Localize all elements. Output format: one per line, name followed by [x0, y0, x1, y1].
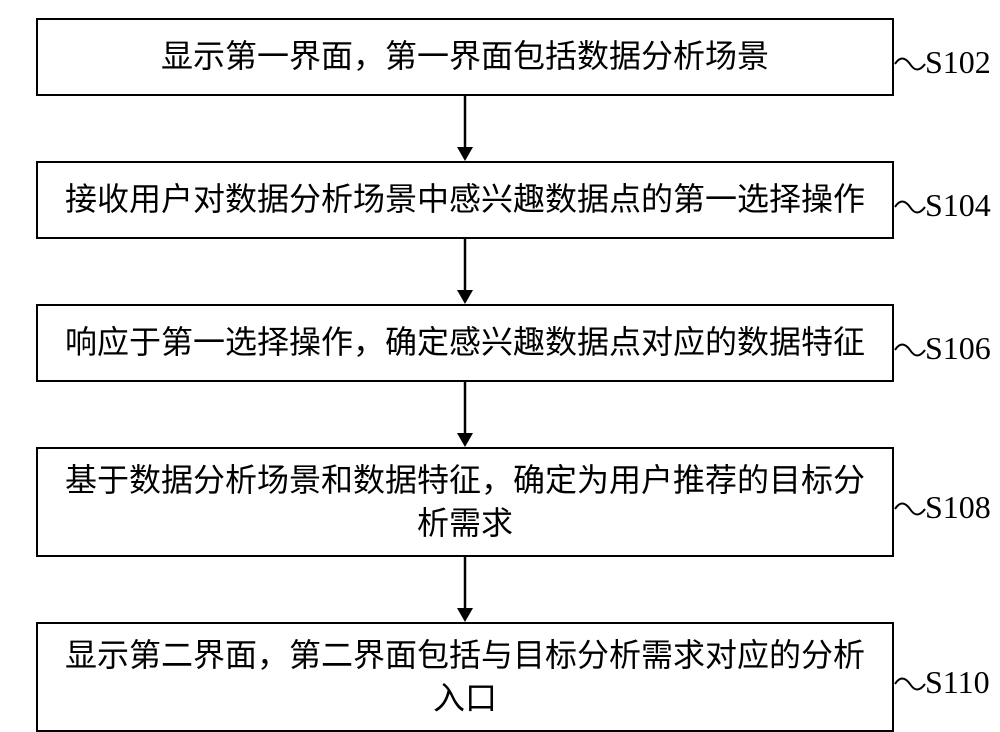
- tilde-s102: [895, 59, 925, 70]
- step-box-s104: 接收用户对数据分析场景中感兴趣数据点的第一选择操作: [36, 161, 894, 239]
- step-text: 接收用户对数据分析场景中感兴趣数据点的第一选择操作: [65, 178, 865, 221]
- step-box-s106: 响应于第一选择操作，确定感兴趣数据点对应的数据特征: [36, 304, 894, 382]
- step-label-text: S110: [925, 664, 990, 700]
- step-text: 响应于第一选择操作，确定感兴趣数据点对应的数据特征: [65, 321, 865, 364]
- edge-s104-s106: [457, 239, 473, 304]
- step-label-text: S106: [925, 330, 991, 366]
- step-label-s106: S106: [925, 330, 991, 367]
- step-label-s110: S110: [925, 664, 990, 701]
- flowchart-canvas: 显示第一界面，第一界面包括数据分析场景 接收用户对数据分析场景中感兴趣数据点的第…: [0, 0, 1000, 719]
- step-label-s104: S104: [925, 187, 991, 224]
- step-label-text: S102: [925, 44, 991, 80]
- edge-s106-s108: [457, 382, 473, 447]
- step-text: 基于数据分析场景和数据特征，确定为用户推荐的目标分析需求: [50, 459, 880, 545]
- step-label-text: S108: [925, 489, 991, 525]
- step-label-s108: S108: [925, 489, 991, 526]
- step-box-s108: 基于数据分析场景和数据特征，确定为用户推荐的目标分析需求: [36, 447, 894, 557]
- step-box-s102: 显示第一界面，第一界面包括数据分析场景: [36, 18, 894, 96]
- edge-s108-s110: [457, 557, 473, 622]
- tilde-s110: [895, 679, 925, 690]
- step-text: 显示第一界面，第一界面包括数据分析场景: [161, 35, 769, 78]
- step-label-s102: S102: [925, 44, 991, 81]
- tilde-s108: [895, 504, 925, 515]
- step-text: 显示第二界面，第二界面包括与目标分析需求对应的分析入口: [50, 634, 880, 720]
- step-label-text: S104: [925, 187, 991, 223]
- tilde-s106: [895, 345, 925, 356]
- edge-s102-s104: [457, 96, 473, 161]
- step-box-s110: 显示第二界面，第二界面包括与目标分析需求对应的分析入口: [36, 622, 894, 732]
- tilde-s104: [895, 202, 925, 213]
